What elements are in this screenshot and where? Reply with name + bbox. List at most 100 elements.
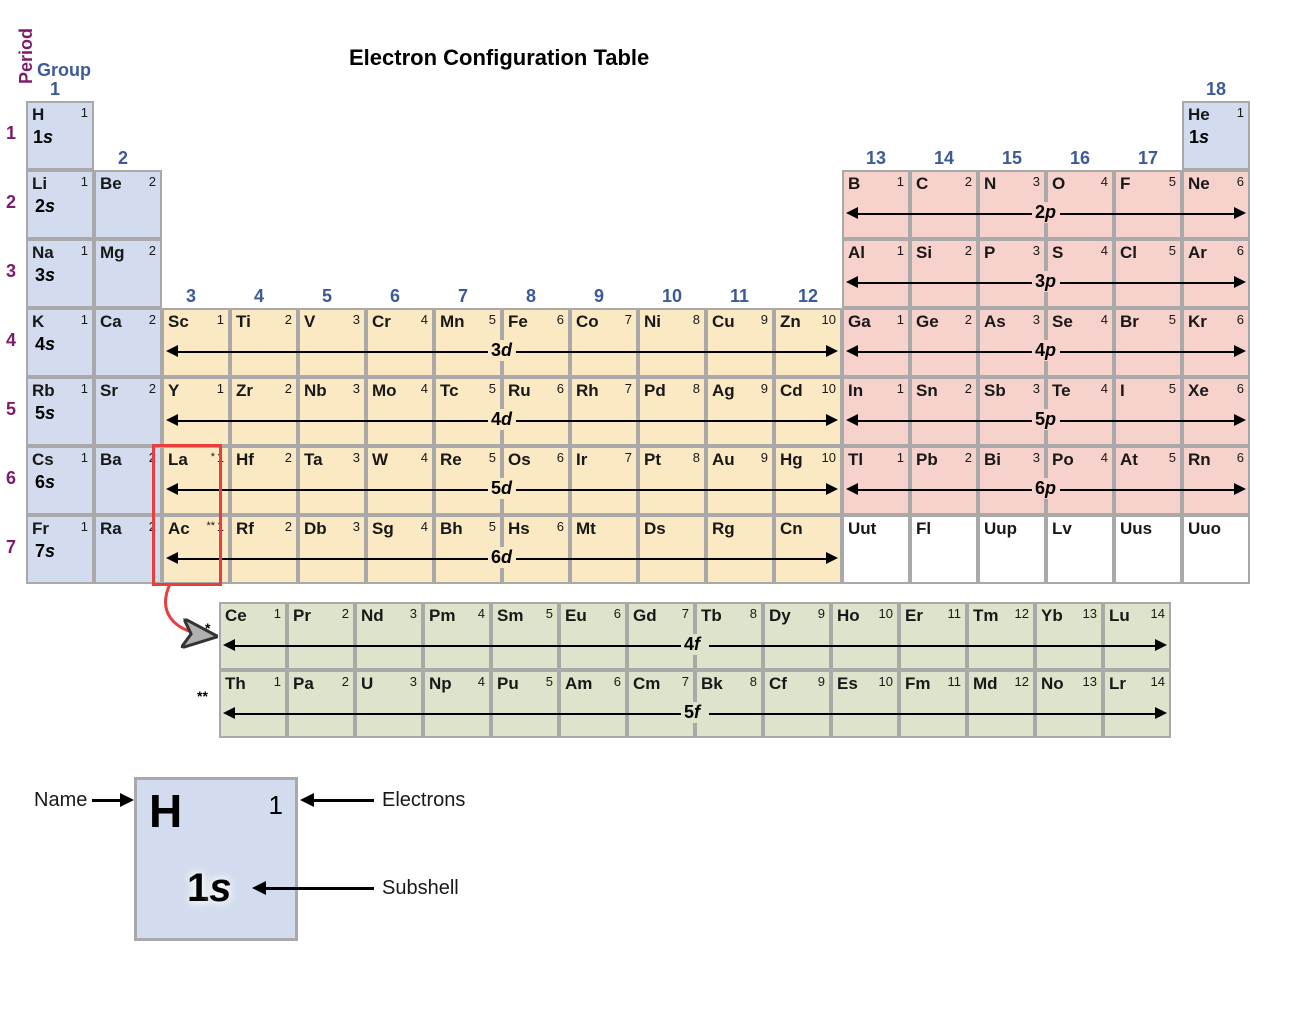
element-cell: Si2 (910, 239, 978, 308)
element-symbol: Db (304, 519, 327, 539)
element-symbol: Cd (780, 381, 803, 401)
group-number: 16 (1070, 148, 1090, 169)
element-symbol: Pt (644, 450, 661, 470)
arrow (850, 420, 1032, 422)
legend-subshell: 1s (187, 866, 232, 911)
element-symbol: Li (32, 174, 47, 194)
arrow (1060, 213, 1242, 215)
element-symbol: V (304, 312, 315, 332)
element-symbol: Cl (1120, 243, 1137, 263)
electron-count: 7 (682, 674, 689, 689)
element-symbol: Y (168, 381, 179, 401)
element-cell: Cr4 (366, 308, 434, 377)
subshell-label: 4f (683, 634, 701, 655)
element-cell: At5 (1114, 446, 1182, 515)
arrow (264, 887, 374, 890)
subshell-label: 3p (1034, 271, 1057, 292)
element-symbol: Ni (644, 312, 661, 332)
element-cell: Ge2 (910, 308, 978, 377)
element-symbol: B (848, 174, 860, 194)
element-cell: Uuo (1182, 515, 1250, 584)
element-cell: In1 (842, 377, 910, 446)
electron-count: 1 (897, 381, 904, 396)
electron-count: 2 (965, 450, 972, 465)
element-cell: Zr2 (230, 377, 298, 446)
electron-count: 14 (1151, 674, 1165, 689)
arrow (850, 489, 1032, 491)
element-symbol: Ta (304, 450, 323, 470)
element-symbol: Rg (712, 519, 735, 539)
group-number: 18 (1206, 79, 1226, 100)
period-number: 2 (6, 192, 16, 213)
electron-count: 5 (489, 381, 496, 396)
subshell-label: 3s (34, 265, 56, 286)
electron-count: 1 (274, 674, 281, 689)
element-symbol: Al (848, 243, 865, 263)
element-symbol: Sm (497, 606, 523, 626)
electron-count: 2 (149, 381, 156, 396)
group-number: 11 (730, 286, 749, 307)
electron-count: 1 (274, 606, 281, 621)
element-symbol: H (32, 105, 44, 125)
electron-count: 8 (750, 606, 757, 621)
subshell-label: 1s (32, 127, 54, 148)
element-cell: Db3 (298, 515, 366, 584)
element-cell: Cu9 (706, 308, 774, 377)
element-cell: Lu14 (1103, 602, 1171, 670)
element-cell: Ne6 (1182, 170, 1250, 239)
element-symbol: F (1120, 174, 1130, 194)
arrow (516, 420, 834, 422)
period-number: 7 (6, 537, 16, 558)
element-cell: Dy9 (763, 602, 831, 670)
element-symbol: Eu (565, 606, 587, 626)
electron-count: 4 (1101, 450, 1108, 465)
element-cell: Sm5 (491, 602, 559, 670)
element-symbol: Hg (780, 450, 803, 470)
element-cell: Ca2 (94, 308, 162, 377)
electron-count: 2 (342, 674, 349, 689)
element-cell: Pa2 (287, 670, 355, 738)
element-cell: V3 (298, 308, 366, 377)
element-symbol: Rb (32, 381, 55, 401)
electron-count: 7 (625, 312, 632, 327)
period-number: 5 (6, 399, 16, 420)
element-cell: Ho10 (831, 602, 899, 670)
element-cell: Pd8 (638, 377, 706, 446)
arrow (92, 799, 122, 802)
element-cell: Mo4 (366, 377, 434, 446)
electron-count: 2 (149, 243, 156, 258)
electron-count: 4 (478, 606, 485, 621)
element-cell: Yb13 (1035, 602, 1103, 670)
electron-count: 5 (1169, 450, 1176, 465)
electron-count: 5 (1169, 174, 1176, 189)
electron-count: 6 (1237, 381, 1244, 396)
element-cell: Fm11 (899, 670, 967, 738)
element-symbol: Ds (644, 519, 666, 539)
group-number: 14 (934, 148, 954, 169)
arrow (1060, 282, 1242, 284)
group-number: 4 (254, 286, 264, 307)
element-cell: Ir7 (570, 446, 638, 515)
electron-count: 3 (1033, 243, 1040, 258)
subshell-label: 6s (34, 472, 56, 493)
element-cell: Rh7 (570, 377, 638, 446)
element-cell: Rf2 (230, 515, 298, 584)
element-cell: Bk8 (695, 670, 763, 738)
element-cell: Nd3 (355, 602, 423, 670)
arrow (1234, 345, 1246, 357)
element-cell: C2 (910, 170, 978, 239)
electron-count: 2 (965, 381, 972, 396)
element-cell: Be2 (94, 170, 162, 239)
arrow (850, 282, 1032, 284)
element-cell: Hg10 (774, 446, 842, 515)
element-symbol: Uut (848, 519, 876, 539)
element-cell: Ag9 (706, 377, 774, 446)
element-symbol: O (1052, 174, 1065, 194)
element-symbol: S (1052, 243, 1063, 263)
element-symbol: Te (1052, 381, 1071, 401)
element-cell: Tb8 (695, 602, 763, 670)
arrow (166, 345, 178, 357)
element-symbol: Bi (984, 450, 1001, 470)
element-cell: Np4 (423, 670, 491, 738)
element-cell: Br5 (1114, 308, 1182, 377)
